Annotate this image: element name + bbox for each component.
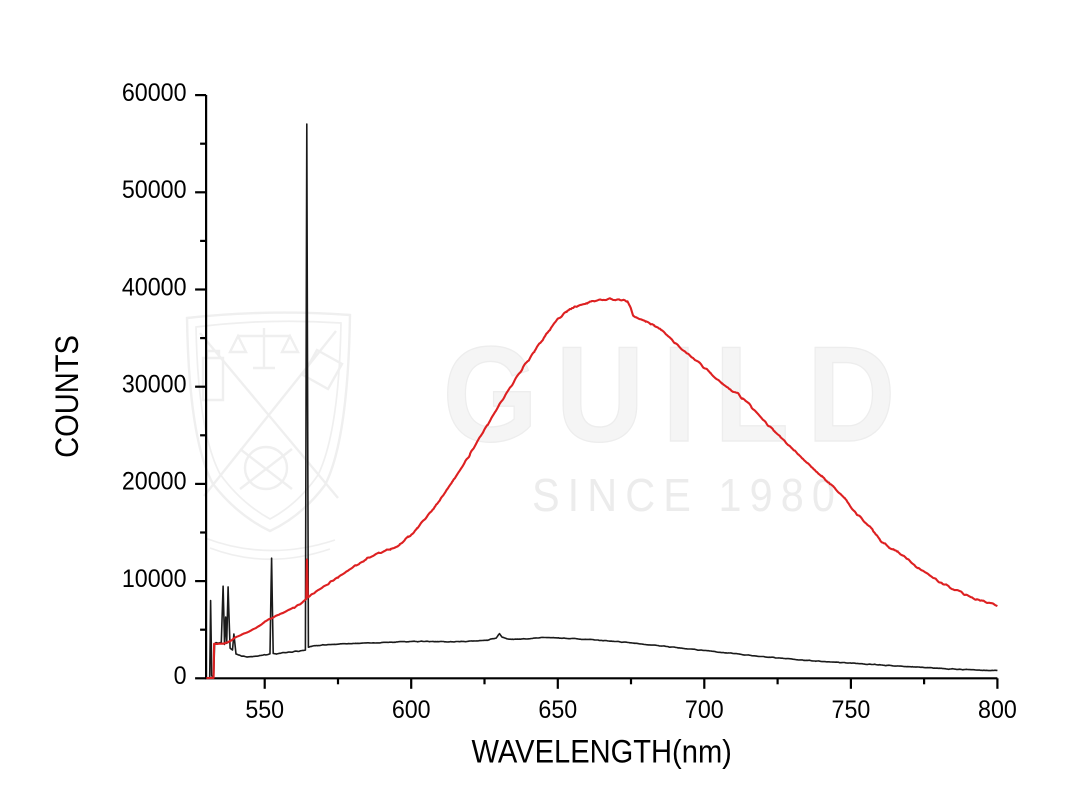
svg-text:10000: 10000 [122,565,187,593]
svg-text:800: 800 [978,696,1017,724]
svg-text:750: 750 [832,696,871,724]
svg-text:30000: 30000 [122,371,187,399]
svg-text:60000: 60000 [122,79,187,107]
svg-text:WAVELENGTH(nm): WAVELENGTH(nm) [472,734,732,770]
svg-text:650: 650 [538,696,577,724]
svg-text:COUNTS: COUNTS [50,335,86,458]
svg-text:600: 600 [392,696,431,724]
svg-text:0: 0 [174,662,187,690]
svg-text:GUILD: GUILD [443,319,914,470]
svg-text:40000: 40000 [122,274,187,302]
svg-text:700: 700 [685,696,724,724]
svg-text:50000: 50000 [122,176,187,204]
svg-text:SINCE 1980: SINCE 1980 [532,470,843,522]
svg-text:20000: 20000 [122,468,187,496]
svg-text:550: 550 [245,696,284,724]
